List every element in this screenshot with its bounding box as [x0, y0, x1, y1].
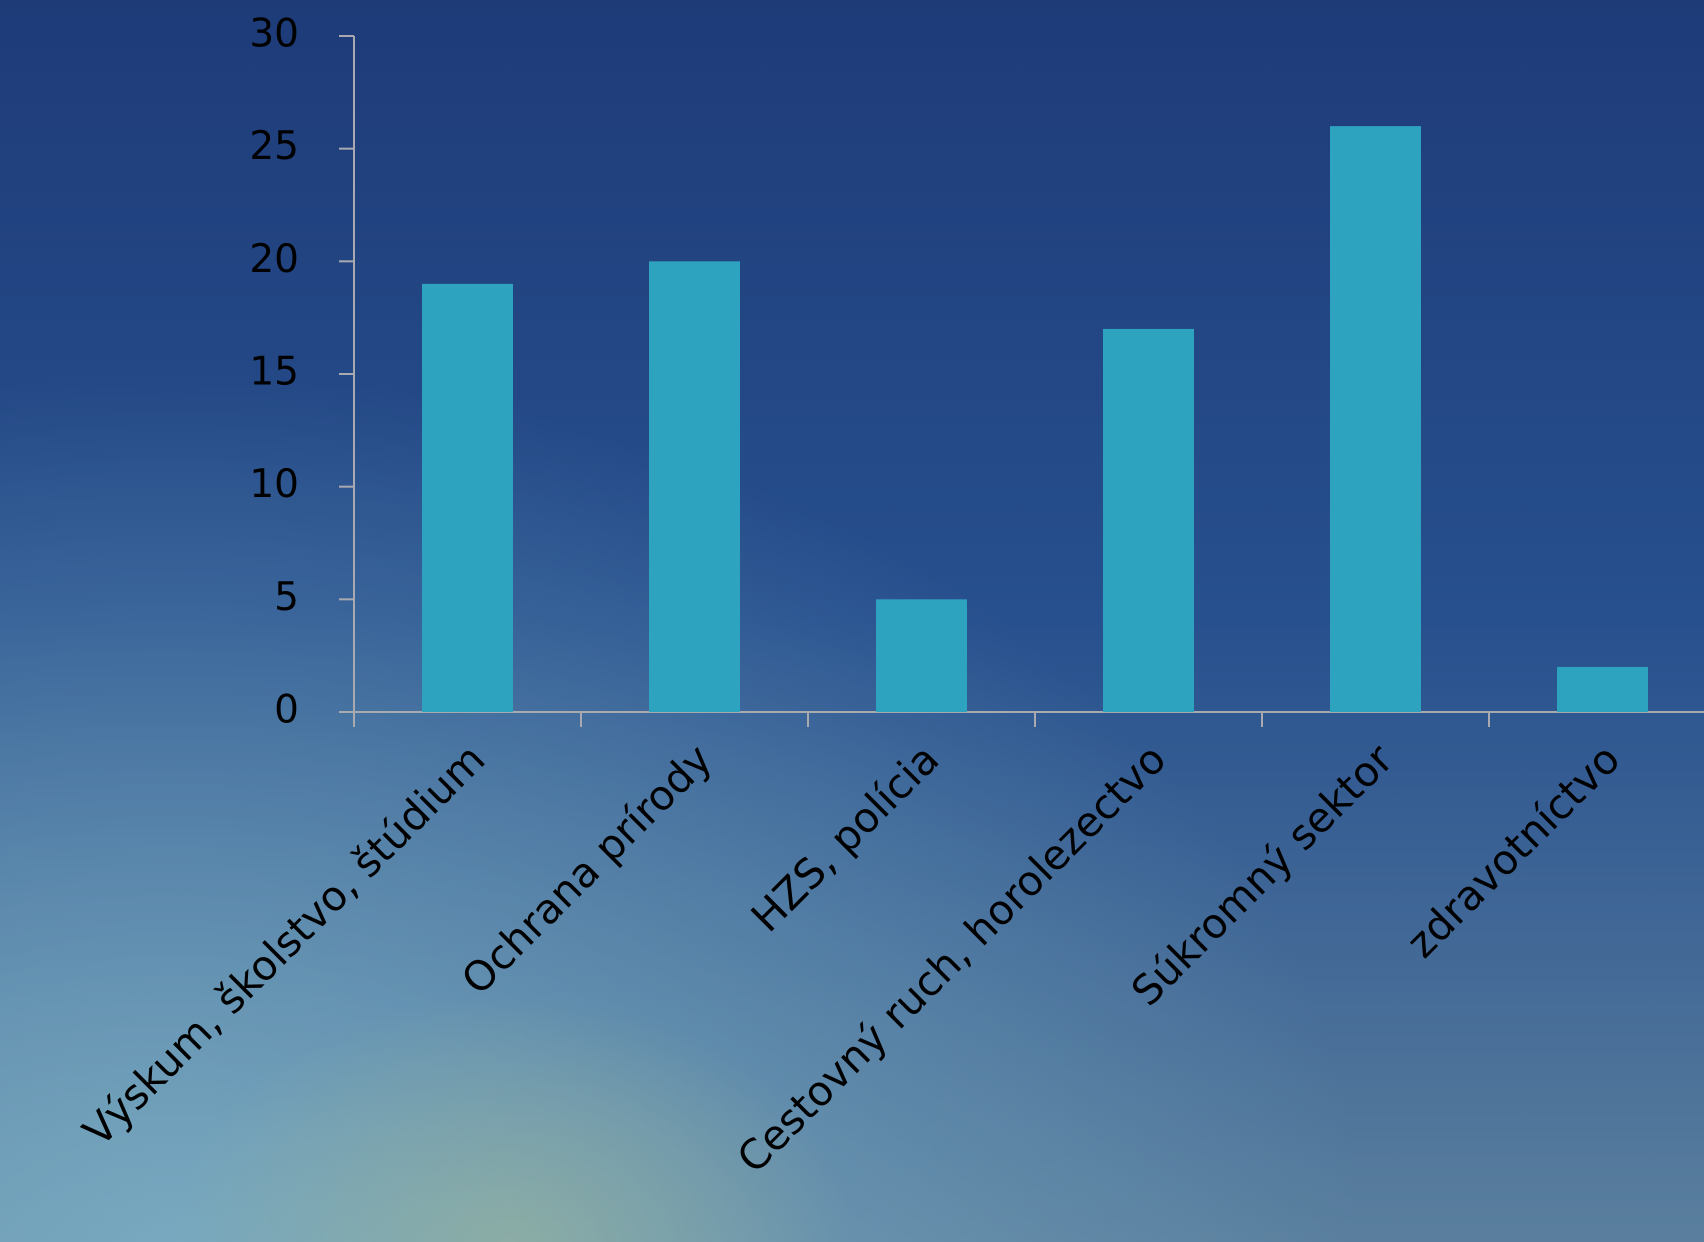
- bar: [1103, 328, 1194, 712]
- y-tick-label: 5: [274, 575, 299, 620]
- bar: [1330, 126, 1421, 713]
- y-tick-label: 10: [249, 462, 299, 507]
- y-tick-label: 30: [249, 12, 299, 57]
- y-tick-label: 25: [249, 124, 299, 169]
- y-tick-label: 0: [274, 688, 299, 733]
- bar: [649, 261, 740, 712]
- bar: [1557, 666, 1648, 712]
- y-tick-label: 15: [249, 350, 299, 395]
- bar: [422, 283, 513, 712]
- y-tick-label: 20: [249, 237, 299, 282]
- bar: [876, 599, 967, 712]
